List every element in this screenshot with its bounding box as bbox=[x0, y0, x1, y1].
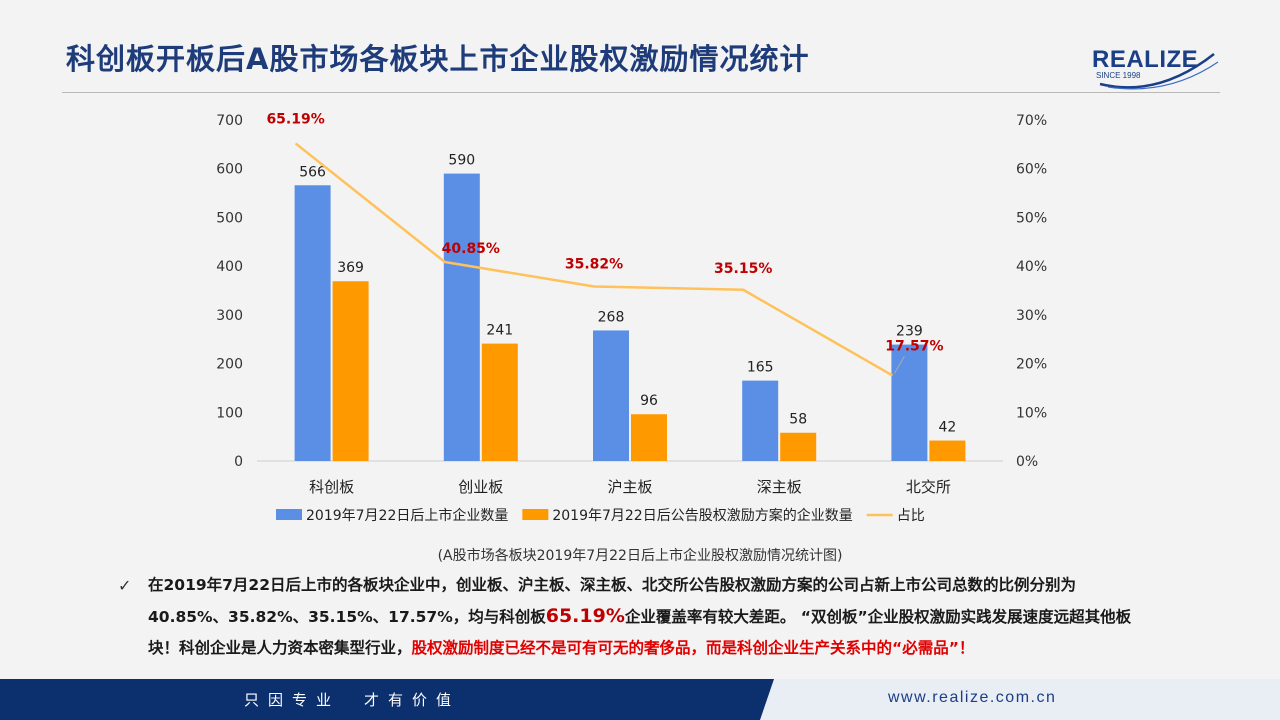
ratio-label: 17.57% bbox=[885, 338, 943, 354]
bar-listed bbox=[443, 173, 480, 462]
left-tick-label: 100 bbox=[216, 405, 243, 421]
right-tick-label: 20% bbox=[1016, 357, 1047, 373]
legend-label: 2019年7月22日后公告股权激励方案的企业数量 bbox=[552, 507, 852, 524]
footer-light-panel bbox=[760, 679, 1280, 720]
footer-url: www.realize.com.cn bbox=[888, 689, 1057, 706]
category-label: 沪主板 bbox=[607, 478, 652, 496]
right-tick-label: 70% bbox=[1016, 113, 1047, 129]
left-tick-label: 400 bbox=[216, 259, 243, 275]
logo-wordmark: REALIZE bbox=[1092, 46, 1199, 73]
summary-highlight-value: 65.19% bbox=[545, 605, 625, 627]
bar-incentive bbox=[780, 432, 817, 461]
left-tick-label: 500 bbox=[216, 210, 243, 226]
bar-value-label: 96 bbox=[640, 393, 658, 409]
left-tick-label: 600 bbox=[216, 162, 243, 178]
left-tick-label: 200 bbox=[216, 357, 243, 373]
summary-paragraph: 在2019年7月22日后上市的各板块企业中，创业板、沪主板、深主板、北交所公告股… bbox=[148, 570, 1148, 664]
right-tick-label: 10% bbox=[1016, 405, 1047, 421]
legend: 2019年7月22日后上市企业数量 2019年7月22日后公告股权激励方案的企业数… bbox=[276, 507, 925, 524]
right-axis: 0% 10% 20% 30% 40% 50% 60% 70% bbox=[1016, 113, 1047, 470]
left-tick-label: 300 bbox=[216, 308, 243, 324]
left-tick-label: 700 bbox=[216, 113, 243, 129]
logo-since: SINCE 1998 bbox=[1096, 71, 1141, 80]
footer-slogan: 只因专业 才有价值 bbox=[244, 691, 461, 709]
ratio-label: 40.85% bbox=[442, 241, 500, 257]
right-tick-label: 0% bbox=[1016, 454, 1038, 470]
summary-part2: 企业覆盖率有较大差距。 “双创板”企业股权激励实践发展速度远超其他板块！科创企业… bbox=[148, 608, 1132, 657]
bar-incentive bbox=[929, 440, 966, 461]
category-label: 创业板 bbox=[458, 478, 503, 496]
category-label: 北交所 bbox=[906, 478, 951, 496]
bar-value-label: 241 bbox=[486, 323, 513, 339]
bar-value-label: 566 bbox=[299, 164, 326, 180]
category-labels: 科创板 创业板 沪主板 深主板 北交所 bbox=[309, 478, 951, 496]
right-tick-label: 60% bbox=[1016, 162, 1047, 178]
ratio-leader-line bbox=[893, 356, 905, 374]
bar-listed bbox=[294, 185, 331, 461]
legend-label: 2019年7月22日后上市企业数量 bbox=[306, 507, 508, 524]
logo: REALIZE SINCE 1998 bbox=[1088, 40, 1228, 90]
category-label: 深主板 bbox=[757, 478, 802, 496]
bar-value-label: 268 bbox=[598, 309, 625, 325]
ratio-line: 65.19% 40.85% 35.82% 35.15% 17.57% bbox=[266, 111, 944, 377]
ratio-label: 65.19% bbox=[266, 111, 324, 127]
chart-caption: (A股市场各板块2019年7月22日后上市企业股权激励情况统计图) bbox=[437, 548, 843, 564]
legend-swatch bbox=[276, 509, 302, 520]
right-tick-label: 30% bbox=[1016, 308, 1047, 324]
summary-part1: 在2019年7月22日后上市的各板块企业中，创业板、沪主板、深主板、北交所公告股… bbox=[148, 576, 1076, 626]
bar-value-label: 590 bbox=[448, 153, 475, 169]
legend-swatch bbox=[522, 509, 549, 520]
bar-value-label: 58 bbox=[789, 412, 807, 428]
bar-listed bbox=[742, 380, 779, 461]
page-title: 科创板开板后A股市场各板块上市企业股权激励情况统计 bbox=[66, 42, 810, 76]
legend-label: 占比 bbox=[897, 508, 925, 524]
title-divider bbox=[62, 92, 1220, 93]
logo-swoosh-icon bbox=[1099, 53, 1219, 90]
bar-value-label: 42 bbox=[938, 420, 956, 436]
right-tick-label: 50% bbox=[1016, 210, 1047, 226]
check-mark-icon: ✓ bbox=[118, 576, 132, 595]
category-label: 科创板 bbox=[309, 478, 354, 496]
left-axis: 0 100 200 300 400 500 600 700 bbox=[216, 113, 243, 470]
bar-value-label: 165 bbox=[747, 360, 774, 376]
bars: 566 590 268 165 239 369 241 96 58 42 bbox=[294, 153, 966, 462]
bar-incentive bbox=[332, 281, 369, 461]
right-tick-label: 40% bbox=[1016, 259, 1047, 275]
ratio-label: 35.15% bbox=[714, 261, 772, 277]
ratio-label: 35.82% bbox=[565, 257, 623, 273]
bar-value-label: 239 bbox=[896, 324, 923, 340]
bar-incentive bbox=[481, 343, 518, 461]
ratio-line-path bbox=[294, 142, 894, 377]
bar-listed bbox=[891, 344, 928, 461]
footer-bar: 只因专业 才有价值 www.realize.com.cn bbox=[0, 679, 1280, 720]
left-tick-label: 0 bbox=[234, 454, 243, 470]
bar-incentive bbox=[631, 414, 667, 461]
bar-listed bbox=[593, 330, 629, 461]
bar-value-label: 369 bbox=[337, 260, 364, 276]
summary-red-part: 股权激励制度已经不是可有可无的奢侈品，而是科创企业生产关系中的“必需品”！ bbox=[411, 639, 975, 657]
combo-chart: 0 100 200 300 400 500 600 700 0% 10% 20% 30% 40% 50%… bbox=[216, 111, 1047, 524]
